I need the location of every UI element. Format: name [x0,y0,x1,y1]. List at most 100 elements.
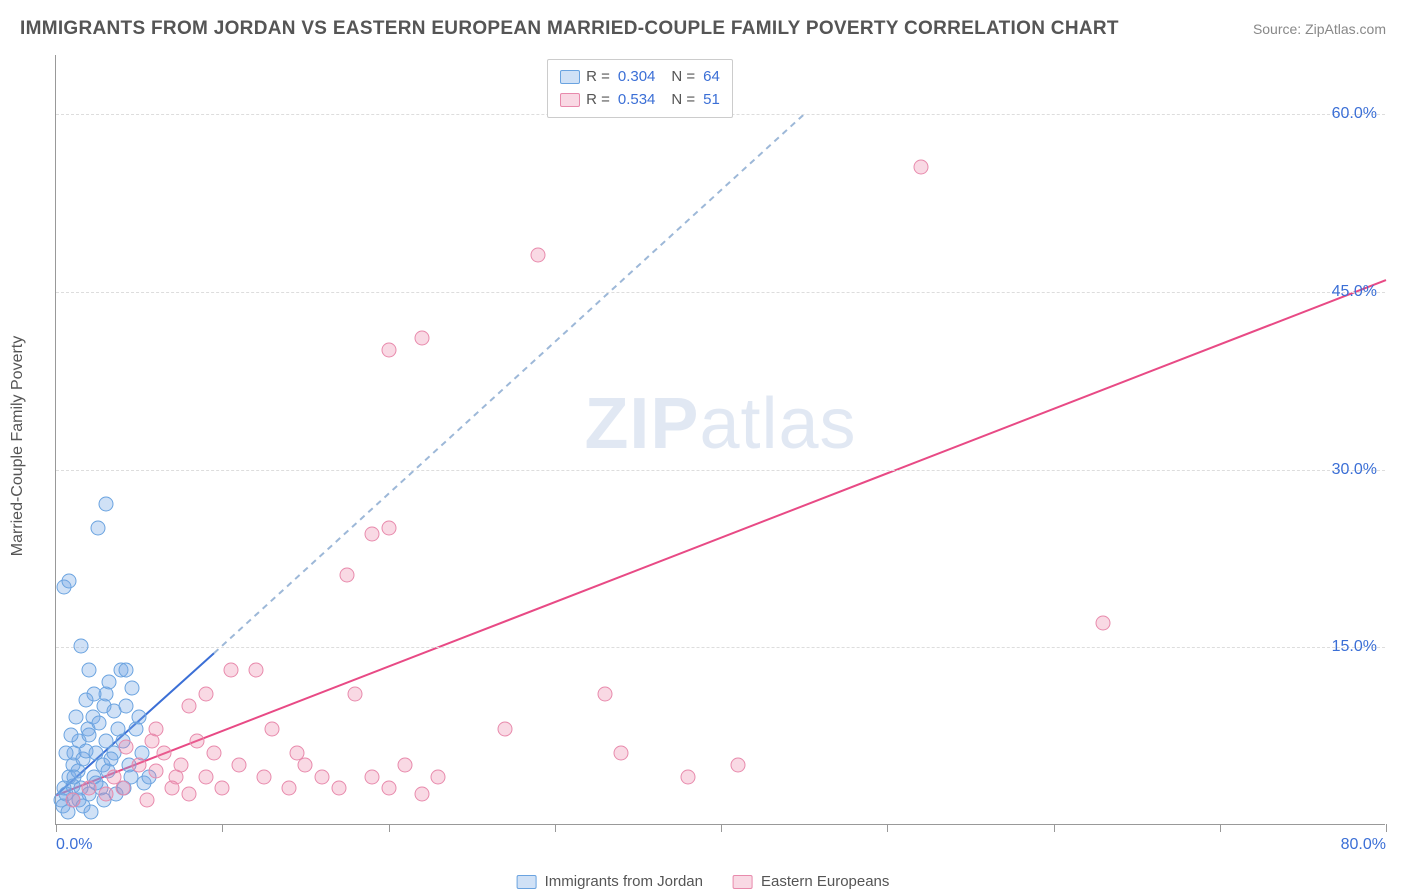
data-point-eastern [339,568,354,583]
data-point-jordan [118,663,133,678]
legend-swatch [560,70,580,84]
data-point-eastern [298,757,313,772]
data-point-eastern [168,769,183,784]
x-tick [389,824,390,832]
gridline [56,292,1385,293]
data-point-jordan [92,716,107,731]
data-point-eastern [265,722,280,737]
data-point-eastern [281,781,296,796]
data-point-eastern [145,734,160,749]
legend-swatch [560,93,580,107]
stats-legend-row: R = 0.534 N = 51 [560,89,720,112]
data-point-eastern [597,686,612,701]
watermark-rest: atlas [699,384,856,464]
legend-label: Eastern Europeans [761,873,889,890]
data-point-eastern [148,763,163,778]
data-point-jordan [78,692,93,707]
x-tick [56,824,57,832]
data-point-jordan [73,639,88,654]
data-point-eastern [680,769,695,784]
data-point-jordan [102,674,117,689]
data-point-jordan [90,520,105,535]
data-point-eastern [82,781,97,796]
data-point-eastern [381,781,396,796]
x-tick [1220,824,1221,832]
x-tick [887,824,888,832]
data-point-eastern [223,663,238,678]
y-tick-label: 45.0% [1332,283,1377,301]
title-bar: IMMIGRANTS FROM JORDAN VS EASTERN EUROPE… [20,18,1386,40]
data-point-eastern [182,698,197,713]
data-point-eastern [198,769,213,784]
legend-r-value: 0.534 [618,89,656,112]
data-point-eastern [256,769,271,784]
y-tick-label: 15.0% [1332,638,1377,656]
legend-r-label: R = [586,66,610,89]
data-point-jordan [132,710,147,725]
data-point-eastern [414,787,429,802]
data-point-eastern [206,745,221,760]
y-axis-label: Married-Couple Family Poverty [9,336,27,557]
legend-n-value: 64 [703,66,720,89]
series-legend: Immigrants from Jordan Eastern Europeans [517,873,890,890]
data-point-eastern [398,757,413,772]
data-point-eastern [157,745,172,760]
data-point-eastern [414,331,429,346]
data-point-eastern [531,248,546,263]
data-point-eastern [348,686,363,701]
data-point-eastern [497,722,512,737]
data-point-jordan [67,769,82,784]
x-tick-label: 80.0% [1341,836,1386,854]
data-point-jordan [118,698,133,713]
x-tick [222,824,223,832]
source-label: Source: ZipAtlas.com [1253,21,1386,37]
data-point-eastern [364,769,379,784]
data-point-eastern [381,343,396,358]
stats-legend-row: R =0.304N =64 [560,66,720,89]
gridline [56,647,1385,648]
data-point-eastern [198,686,213,701]
x-tick [1386,824,1387,832]
legend-label: Immigrants from Jordan [545,873,703,890]
legend-item: Immigrants from Jordan [517,873,703,890]
data-point-eastern [331,781,346,796]
data-point-eastern [190,734,205,749]
trend-lines [56,55,1386,825]
legend-r-value: 0.304 [618,66,656,89]
data-point-eastern [65,793,80,808]
data-point-eastern [614,745,629,760]
data-point-eastern [248,663,263,678]
data-point-eastern [118,740,133,755]
gridline [56,470,1385,471]
data-point-eastern [115,781,130,796]
data-point-jordan [83,805,98,820]
data-point-jordan [98,497,113,512]
legend-r-label: R = [586,89,610,112]
data-point-eastern [215,781,230,796]
chart-title: IMMIGRANTS FROM JORDAN VS EASTERN EUROPE… [20,18,1119,40]
data-point-jordan [82,728,97,743]
data-point-eastern [913,159,928,174]
data-point-eastern [132,757,147,772]
data-point-eastern [231,757,246,772]
y-tick-label: 30.0% [1332,461,1377,479]
data-point-eastern [381,520,396,535]
data-point-jordan [58,745,73,760]
data-point-jordan [68,710,83,725]
x-tick [555,824,556,832]
legend-n-label: N = [671,89,695,112]
data-point-eastern [431,769,446,784]
data-point-eastern [1096,615,1111,630]
watermark: ZIPatlas [584,383,856,465]
data-point-eastern [364,526,379,541]
data-point-eastern [98,787,113,802]
data-point-jordan [82,663,97,678]
legend-n-value: 51 [703,89,720,112]
x-tick [1054,824,1055,832]
data-point-eastern [140,793,155,808]
y-tick-label: 60.0% [1332,105,1377,123]
data-point-jordan [63,728,78,743]
data-point-jordan [62,574,77,589]
data-point-eastern [182,787,197,802]
x-tick-label: 0.0% [56,836,92,854]
